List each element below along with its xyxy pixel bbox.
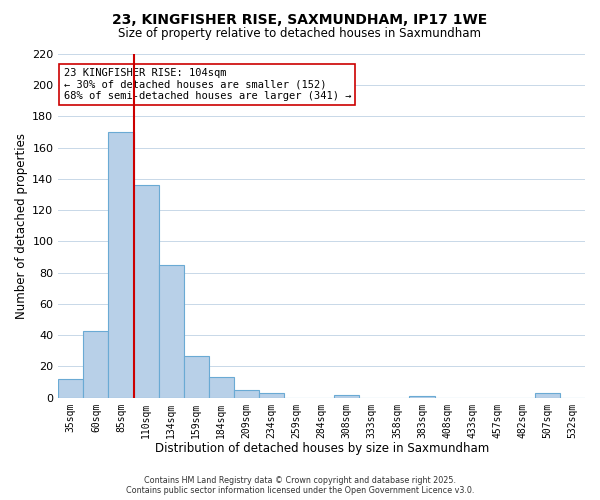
Text: 23 KINGFISHER RISE: 104sqm
← 30% of detached houses are smaller (152)
68% of sem: 23 KINGFISHER RISE: 104sqm ← 30% of deta…	[64, 68, 351, 101]
Text: 23, KINGFISHER RISE, SAXMUNDHAM, IP17 1WE: 23, KINGFISHER RISE, SAXMUNDHAM, IP17 1W…	[112, 12, 488, 26]
Bar	[259, 393, 284, 398]
Bar	[409, 396, 434, 398]
Bar	[334, 394, 359, 398]
Bar	[535, 393, 560, 398]
Bar	[234, 390, 259, 398]
Bar	[83, 330, 109, 398]
Text: Size of property relative to detached houses in Saxmundham: Size of property relative to detached ho…	[119, 28, 482, 40]
Text: Contains HM Land Registry data © Crown copyright and database right 2025.
Contai: Contains HM Land Registry data © Crown c…	[126, 476, 474, 495]
Bar	[209, 378, 234, 398]
Y-axis label: Number of detached properties: Number of detached properties	[15, 133, 28, 319]
Bar	[158, 265, 184, 398]
Bar	[109, 132, 134, 398]
Bar	[134, 185, 158, 398]
Bar	[58, 379, 83, 398]
X-axis label: Distribution of detached houses by size in Saxmundham: Distribution of detached houses by size …	[155, 442, 489, 455]
Bar	[184, 356, 209, 398]
